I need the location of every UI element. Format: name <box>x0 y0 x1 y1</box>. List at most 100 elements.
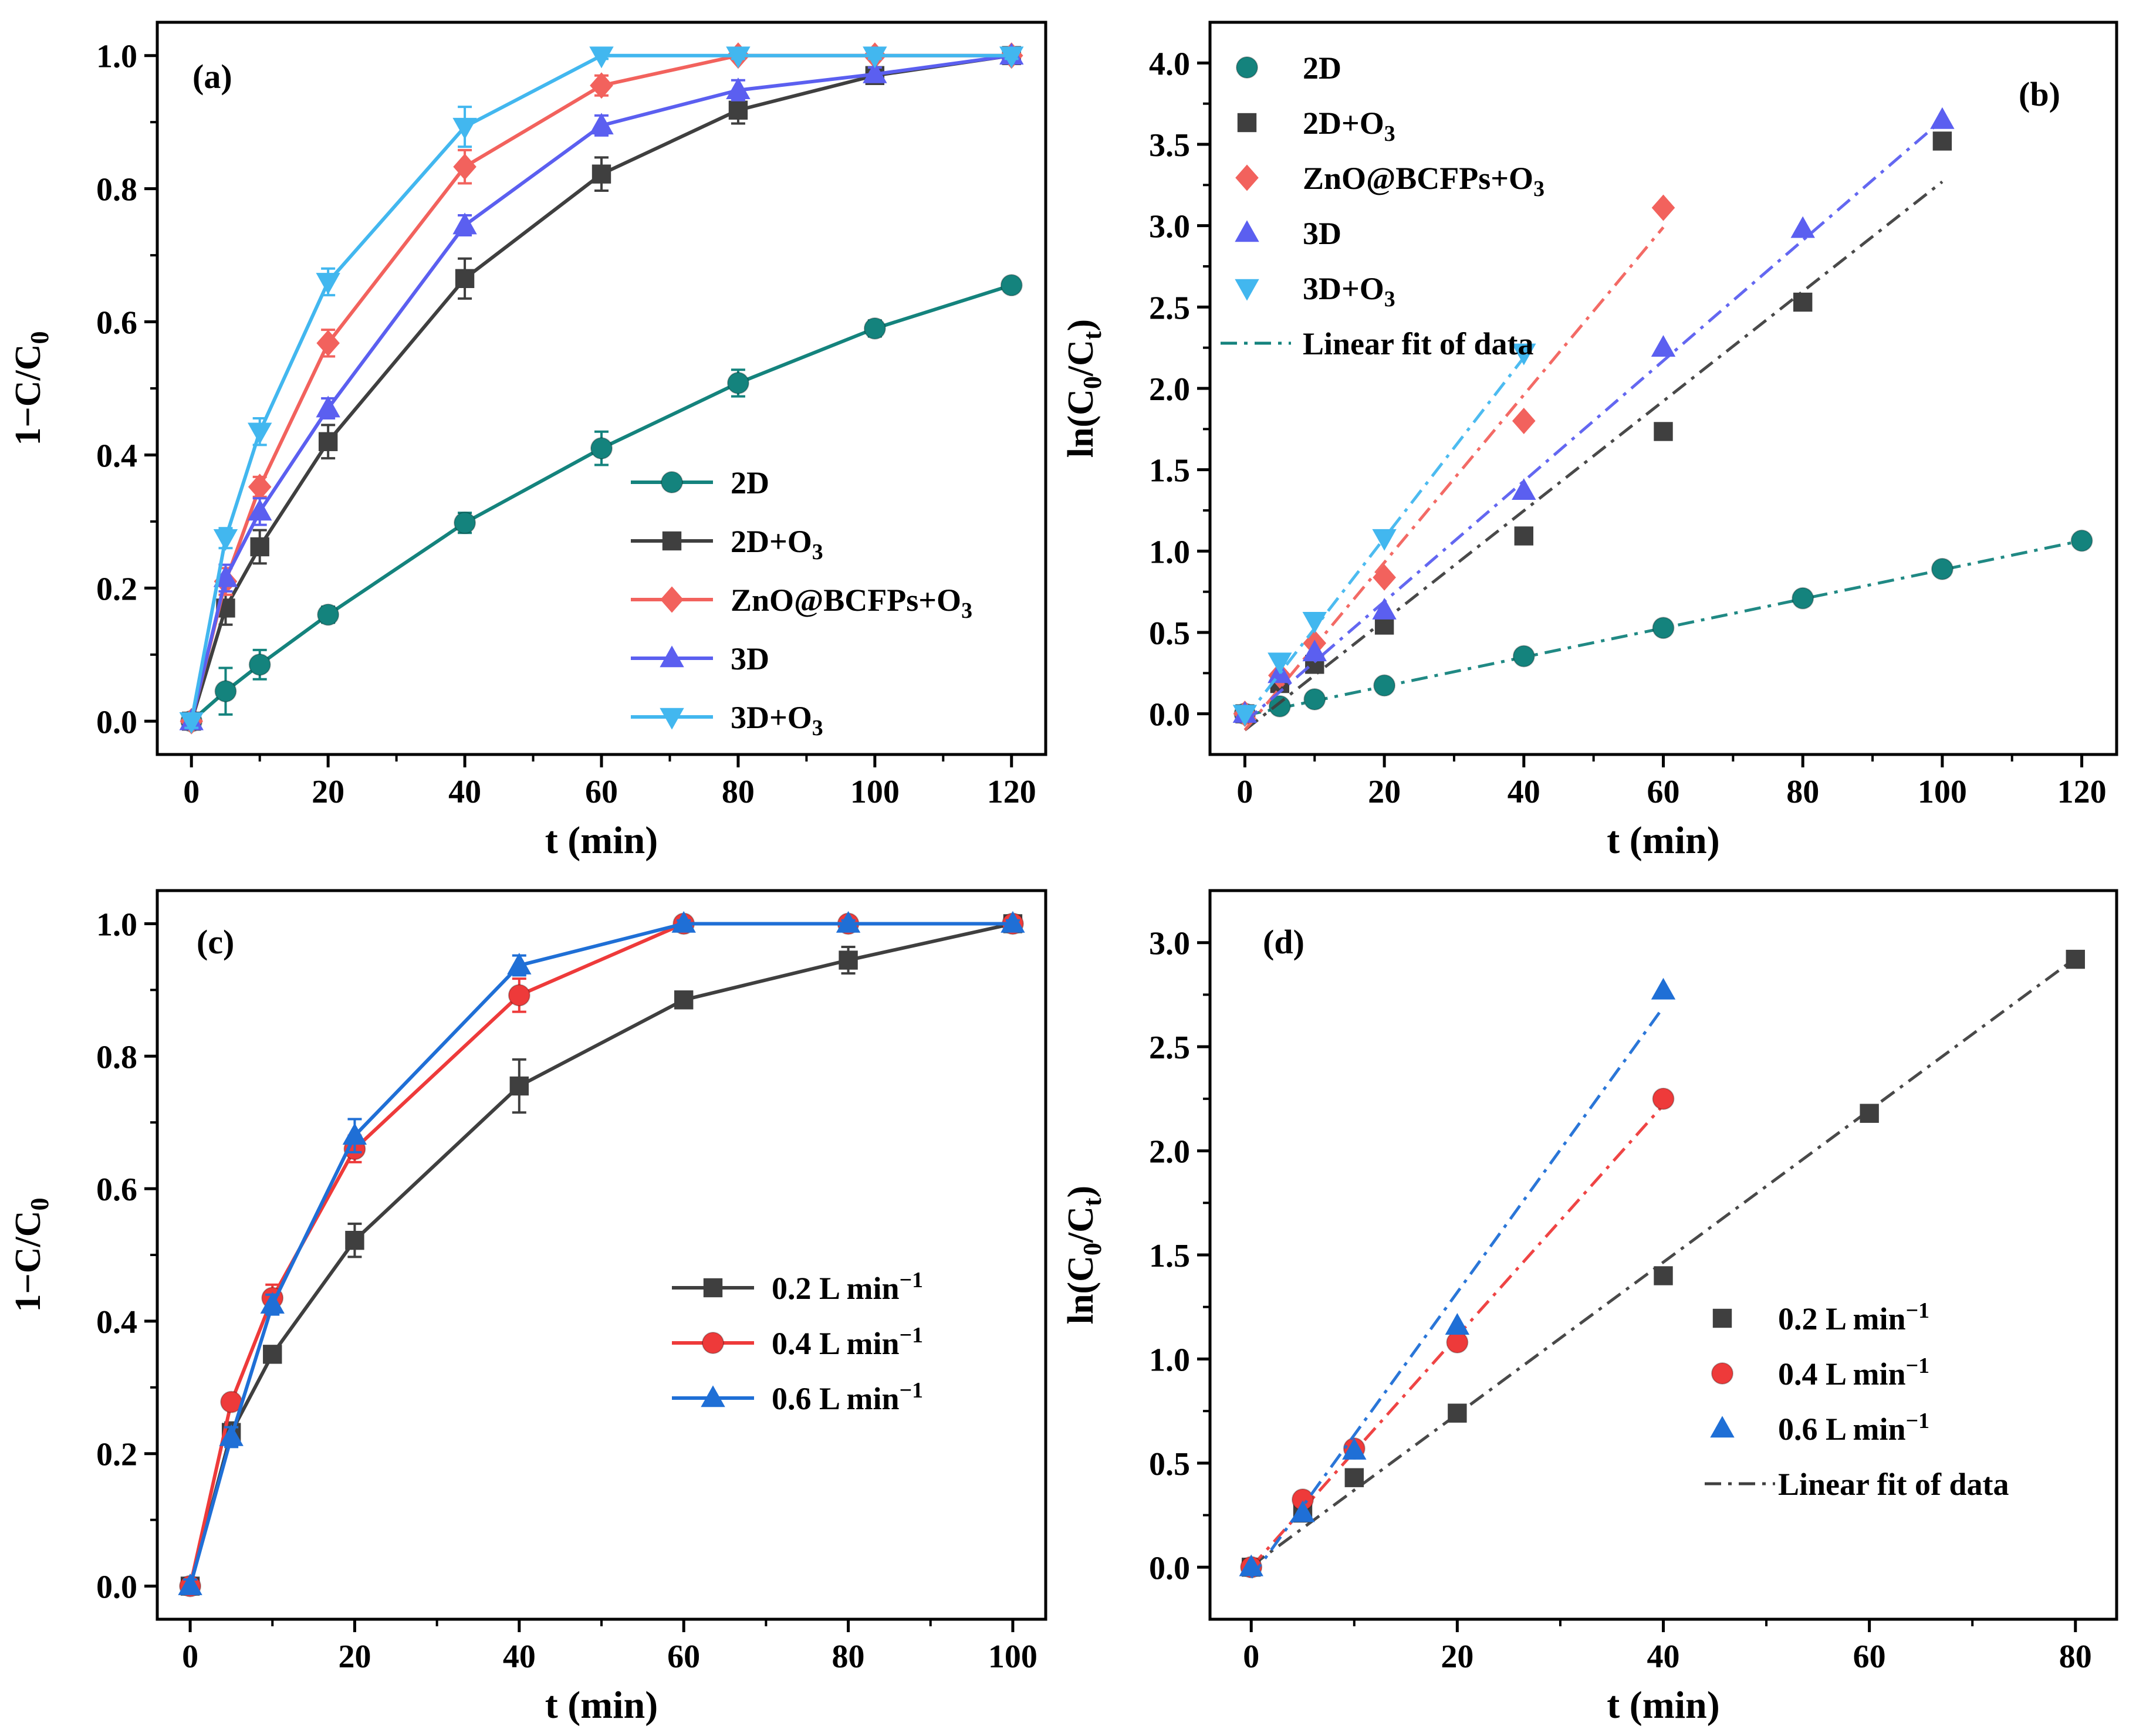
series-0 <box>180 914 1023 1596</box>
data-point <box>1000 274 1023 297</box>
fit-line <box>1250 957 2077 1568</box>
data-point <box>1302 639 1327 662</box>
x-tick-label: 60 <box>585 774 618 810</box>
series-line <box>190 53 1012 722</box>
data-point <box>1445 1313 1470 1335</box>
legend: 0.2 L min−1 0.4 L min−1 0.6 L min−1 Linear … <box>1705 1298 2009 1502</box>
y-tick-label: 0.6 <box>96 305 137 341</box>
x-axis-label: t (min) <box>545 819 658 862</box>
y-tick-label: 0.4 <box>96 438 137 474</box>
fit-line <box>1243 119 1944 723</box>
data-point <box>674 990 694 1010</box>
legend: 2D 2D+O3 ZnO@BCFPs+O3 3D 3D+O3 Linear fit of … <box>1221 50 1544 361</box>
data-point <box>671 911 696 933</box>
data-point <box>863 46 887 69</box>
data-point <box>1651 977 1676 1000</box>
data-point <box>1931 557 1954 580</box>
y-tick-label: 1.0 <box>1149 534 1190 570</box>
x-tick-label: 40 <box>1508 774 1540 810</box>
y-tick-label: 2.5 <box>1149 290 1190 326</box>
legend-label: 0.4 L min−1 <box>772 1323 923 1361</box>
x-tick-label: 0 <box>1243 1639 1259 1675</box>
data-point <box>318 432 338 451</box>
y-tick-label: 3.0 <box>1149 209 1190 245</box>
data-point <box>589 113 614 135</box>
data-point <box>1512 407 1536 434</box>
y-tick-label: 1.0 <box>96 39 137 75</box>
legend-label: 3D <box>1303 216 1341 251</box>
data-point <box>1792 587 1814 610</box>
y-tick-label: 1.5 <box>1149 1238 1190 1274</box>
data-point <box>1290 1500 1315 1522</box>
x-tick-label: 40 <box>448 774 481 810</box>
data-point <box>836 911 861 933</box>
y-tick-label: 0.0 <box>96 1569 137 1606</box>
x-tick-label: 20 <box>338 1639 371 1675</box>
series-2 <box>1239 977 1676 1579</box>
x-tick-label: 100 <box>850 774 900 810</box>
data-point <box>1303 688 1326 710</box>
legend-marker <box>702 1332 724 1354</box>
series-line <box>188 922 1013 1587</box>
data-point <box>214 680 237 703</box>
y-tick-label: 3.5 <box>1149 127 1190 164</box>
x-tick-label: 60 <box>667 1639 700 1675</box>
y-tick-label: 0.2 <box>96 1437 137 1473</box>
legend-marker <box>1712 1308 1732 1328</box>
plot-frame <box>1208 889 2118 1621</box>
y-tick-label: 3.0 <box>1149 926 1190 962</box>
y-tick-label: 1.0 <box>96 906 137 943</box>
data-point <box>247 499 272 521</box>
y-tick-label: 4.0 <box>1149 46 1190 82</box>
legend-marker <box>1237 113 1257 133</box>
data-point <box>726 77 751 100</box>
series-line <box>188 922 1013 1587</box>
data-point <box>316 330 340 357</box>
y-tick-label: 0.0 <box>96 704 137 740</box>
y-tick-label: 0.8 <box>96 172 137 208</box>
x-tick-label: 60 <box>1853 1639 1886 1675</box>
legend-label: 2D <box>731 465 769 500</box>
y-tick-label: 0.6 <box>96 1172 137 1208</box>
data-point <box>1268 652 1292 675</box>
data-point <box>507 952 532 974</box>
legend-label: 2D <box>1303 50 1341 86</box>
legend-marker <box>662 531 682 551</box>
x-tick-label: 100 <box>988 1639 1037 1675</box>
y-tick-label: 0.5 <box>1149 615 1190 652</box>
data-point <box>1373 564 1396 591</box>
panel-label: (a) <box>192 57 232 96</box>
data-point <box>317 603 340 626</box>
legend-marker <box>703 1278 723 1298</box>
panel-label: (c) <box>197 923 234 961</box>
x-tick-label: 40 <box>503 1639 536 1675</box>
data-point <box>728 100 748 120</box>
legend-marker <box>661 471 683 493</box>
panel-label: (d) <box>1263 923 1304 961</box>
x-tick-label: 120 <box>987 774 1036 810</box>
data-point <box>2066 949 2085 969</box>
x-axis-label: t (min) <box>1607 819 1719 862</box>
x-tick-label: 20 <box>312 774 344 810</box>
data-point <box>1654 1266 1673 1285</box>
x-tick-label: 120 <box>2057 774 2107 810</box>
x-axis-label: t (min) <box>545 1684 658 1727</box>
data-point <box>454 512 476 534</box>
data-point <box>316 273 340 295</box>
panel-a: 0 20 40 60 80 100 120 0.0 0.2 0.4 0.6 0.8 1.0 t (min)… <box>8 21 1047 862</box>
legend: 2D 2D+O3 ZnO@BCFPs+O3 3D 3D+O3 <box>631 465 972 740</box>
series-4 <box>1232 343 1536 727</box>
data-point <box>453 153 476 180</box>
x-tick-label: 0 <box>183 774 200 810</box>
legend-marker <box>1711 1362 1733 1385</box>
y-tick-label: 2.5 <box>1149 1030 1190 1066</box>
legend-label: 0.6 L min−1 <box>772 1378 923 1416</box>
x-tick-label: 20 <box>1368 774 1401 810</box>
data-point <box>178 1573 202 1595</box>
data-point <box>219 1424 244 1446</box>
y-axis-label: ln(C0/Ct) <box>1061 1186 1107 1324</box>
data-point <box>345 1230 364 1250</box>
y-tick-label: 0.4 <box>96 1304 137 1341</box>
data-point <box>1344 1468 1364 1487</box>
panel-b: 0 20 40 60 80 100 120 0.0 0.5 1.0 1.5 2.0 2.5 3.0 3.5 4… <box>1061 21 2118 862</box>
